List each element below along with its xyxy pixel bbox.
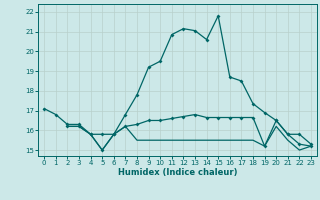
X-axis label: Humidex (Indice chaleur): Humidex (Indice chaleur) — [118, 168, 237, 177]
